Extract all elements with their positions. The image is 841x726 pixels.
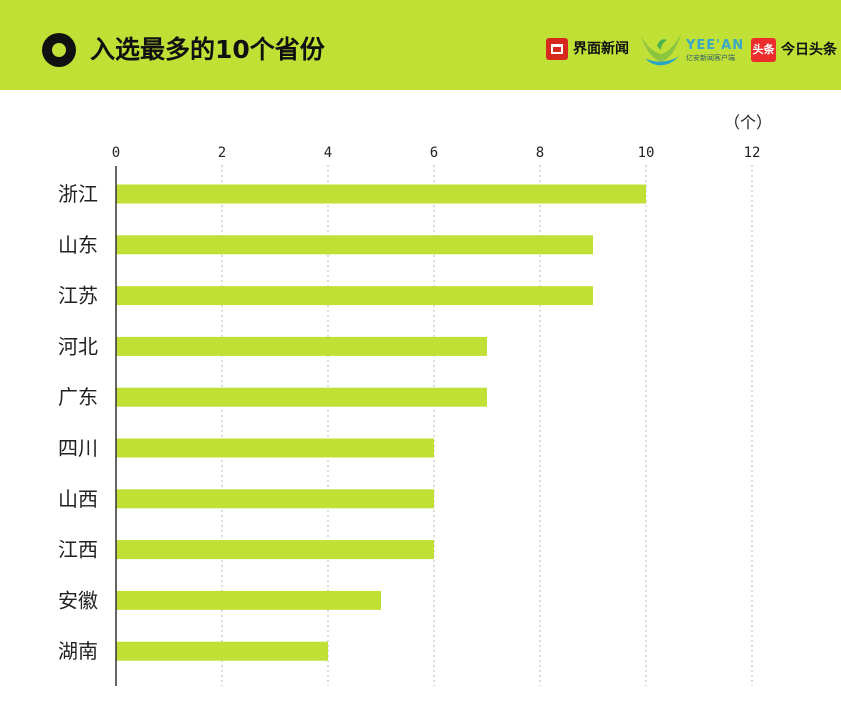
bar [116,540,434,560]
x-tick-label: 10 [638,145,655,161]
unit-label: （个） [724,113,772,132]
bar [116,286,593,306]
x-tick-label: 8 [536,145,544,161]
category-label: 四川 [58,436,98,460]
bar [116,387,487,407]
toutiao-logo-label: 今日头条 [781,42,837,58]
category-label: 河北 [58,334,98,358]
category-label: 山东 [58,233,98,257]
bar [116,590,381,610]
x-tick-label: 2 [218,145,226,161]
bars [116,184,646,661]
x-tick-labels: 0 2 4 6 8 10 12 [112,145,761,161]
category-label: 安徽 [58,588,98,612]
x-tick-label: 6 [430,145,438,161]
category-label: 江西 [58,538,98,562]
x-tick-label: 4 [324,145,332,161]
header-band: 入选最多的10个省份 界面新闻 YEE'AN 亿安新闻客户端 头条 今日头条 [0,0,841,90]
jiemian-logo-label: 界面新闻 [573,41,629,57]
bar [116,438,434,458]
bar [116,641,328,661]
category-label: 湖南 [58,639,98,663]
x-tick-label: 0 [112,145,120,161]
bar [116,184,646,204]
yeean-logo-sub: 亿安新闻客户端 [686,54,735,62]
chart-title: 入选最多的10个省份 [90,35,325,64]
jiemian-logo-icon [546,38,568,60]
category-label: 江苏 [58,284,98,308]
bar [116,235,593,255]
x-tick-label: 12 [744,145,761,161]
yeean-logo-label: YEE'AN [686,38,745,53]
yeean-logo-icon [641,34,681,66]
category-label: 山西 [58,487,98,511]
bar [116,489,434,509]
toutiao-logo-icon: 头条 [751,38,776,62]
bar [116,336,487,356]
category-label: 浙江 [58,182,98,206]
category-label: 广东 [58,385,98,409]
title-bullet-icon [42,33,76,67]
